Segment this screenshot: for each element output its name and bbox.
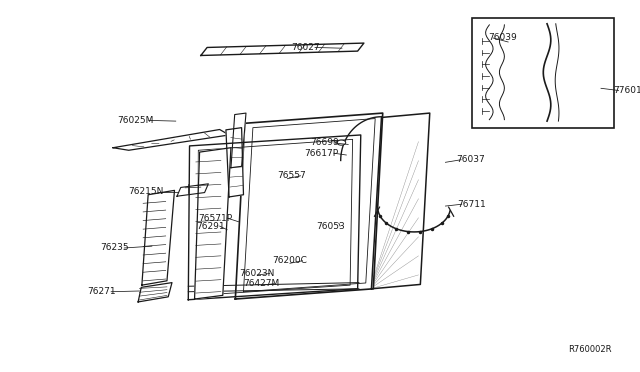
Text: 76023N: 76023N: [239, 269, 275, 278]
Polygon shape: [138, 283, 172, 302]
Wedge shape: [337, 140, 346, 145]
Text: 76039: 76039: [488, 33, 517, 42]
Polygon shape: [236, 113, 383, 299]
Text: 76711: 76711: [457, 200, 486, 209]
Text: 76027: 76027: [291, 43, 320, 52]
Polygon shape: [371, 113, 430, 289]
Text: 76571P: 76571P: [198, 214, 232, 222]
Polygon shape: [226, 128, 243, 197]
Polygon shape: [142, 190, 175, 285]
Text: 76235: 76235: [100, 244, 129, 253]
Polygon shape: [195, 148, 231, 299]
Text: 76699: 76699: [310, 138, 339, 147]
Text: 76037: 76037: [456, 155, 485, 164]
Polygon shape: [201, 43, 364, 55]
Text: 76617P: 76617P: [305, 149, 339, 158]
Text: 76271: 76271: [88, 287, 116, 296]
Text: 76215N: 76215N: [128, 187, 163, 196]
Text: 76427M: 76427M: [243, 279, 279, 288]
Text: 76200C: 76200C: [273, 256, 307, 265]
Text: R760002R: R760002R: [568, 346, 612, 355]
Text: 77601: 77601: [614, 86, 640, 95]
Text: 76053: 76053: [316, 222, 345, 231]
Bar: [472, 18, 614, 128]
Text: 76291: 76291: [196, 222, 225, 231]
Polygon shape: [113, 129, 229, 150]
Text: 76025M: 76025M: [117, 116, 154, 125]
Polygon shape: [231, 113, 246, 168]
Polygon shape: [177, 184, 209, 196]
Text: 76557: 76557: [277, 171, 305, 180]
